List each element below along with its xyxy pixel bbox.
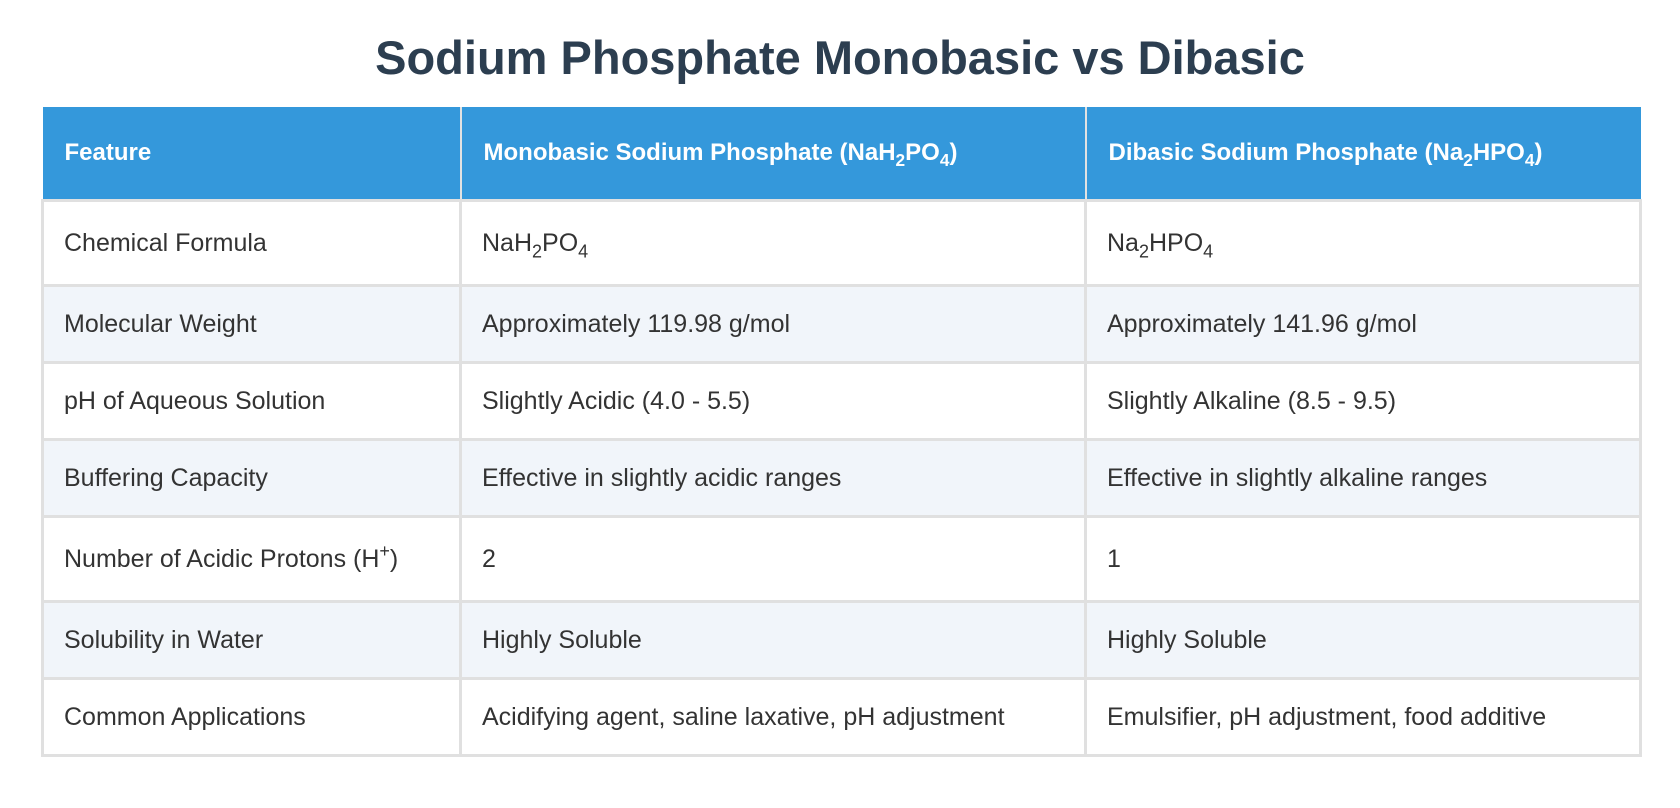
monobasic-cell: Acidifying agent, saline laxative, pH ad… [459, 677, 1087, 757]
dibasic-cell: Approximately 141.96 g/mol [1084, 284, 1642, 364]
comparison-table: Feature Monobasic Sodium Phosphate (NaH2… [41, 107, 1642, 757]
dibasic-cell: Highly Soluble [1084, 600, 1642, 680]
feature-cell: Number of Acidic Protons (H+) [41, 515, 462, 603]
monobasic-cell: Effective in slightly acidic ranges [459, 438, 1087, 518]
header-monobasic: Monobasic Sodium Phosphate (NaH2PO4) [459, 107, 1087, 202]
monobasic-cell: NaH2PO4 [459, 199, 1087, 287]
monobasic-cell: Highly Soluble [459, 600, 1087, 680]
table-row: Common Applications Acidifying agent, sa… [41, 677, 1642, 757]
dibasic-cell: Effective in slightly alkaline ranges [1084, 438, 1642, 518]
page-title: Sodium Phosphate Monobasic vs Dibasic [375, 31, 1305, 84]
table-row: Solubility in Water Highly Soluble Highl… [41, 600, 1642, 680]
feature-cell: Buffering Capacity [41, 438, 462, 518]
header-feature: Feature [42, 107, 462, 202]
feature-cell: Solubility in Water [41, 600, 462, 680]
dibasic-cell: Emulsifier, pH adjustment, food additive [1084, 677, 1642, 757]
feature-cell: pH of Aqueous Solution [41, 361, 462, 441]
monobasic-cell: Slightly Acidic (4.0 - 5.5) [459, 361, 1087, 441]
dibasic-cell: 1 [1084, 515, 1642, 603]
feature-cell: Common Applications [41, 677, 462, 757]
monobasic-cell: Approximately 119.98 g/mol [459, 284, 1087, 364]
table-row: Molecular Weight Approximately 119.98 g/… [41, 284, 1642, 364]
header-dibasic: Dibasic Sodium Phosphate (Na2HPO4) [1084, 107, 1641, 202]
header-row: Feature Monobasic Sodium Phosphate (NaH2… [42, 107, 1641, 202]
dibasic-cell: Na2HPO4 [1084, 199, 1642, 287]
monobasic-cell: 2 [459, 515, 1087, 603]
table-row: pH of Aqueous Solution Slightly Acidic (… [41, 361, 1642, 441]
dibasic-cell: Slightly Alkaline (8.5 - 9.5) [1084, 361, 1642, 441]
table-row: Chemical Formula NaH2PO4 Na2HPO4 [41, 199, 1642, 287]
table-row: Buffering Capacity Effective in slightly… [41, 438, 1642, 518]
feature-cell: Molecular Weight [41, 284, 462, 364]
table-row: Number of Acidic Protons (H+) 2 1 [41, 515, 1642, 603]
feature-cell: Chemical Formula [41, 199, 462, 287]
